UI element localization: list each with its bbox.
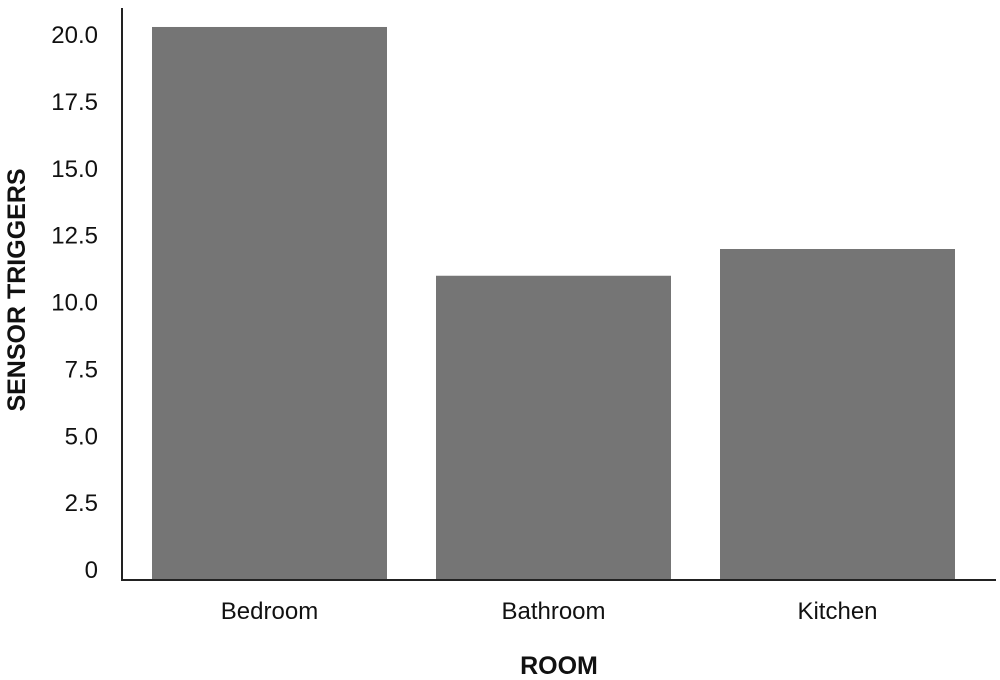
y-tick-label: 20.0 [51,22,98,49]
y-tick-label: 7.5 [65,356,98,383]
y-axis-title: SENSOR TRIGGERS [3,168,31,411]
x-tick-label: Bathroom [501,598,605,625]
y-tick-label: 12.5 [51,223,98,250]
y-tick-label: 17.5 [51,89,98,116]
bar-kitchen [720,249,955,580]
x-tick-label: Kitchen [797,598,877,625]
x-axis-title: ROOM [520,652,598,680]
x-tick-labels: Bedroom Bathroom Kitchen [221,598,878,625]
bars-group [152,26,955,581]
y-tick-label: 2.5 [65,490,98,517]
y-tick-label: 5.0 [65,423,98,450]
x-tick-label: Bedroom [221,598,318,625]
y-tick-labels: 0 2.5 5.0 7.5 10.0 12.5 15.0 17.5 20.0 [51,22,98,584]
y-tick-label: 0 [85,557,98,584]
bar-bedroom [152,26,387,581]
bar-bathroom [436,275,671,580]
y-tick-label: 15.0 [51,156,98,183]
y-tick-label: 10.0 [51,290,98,317]
